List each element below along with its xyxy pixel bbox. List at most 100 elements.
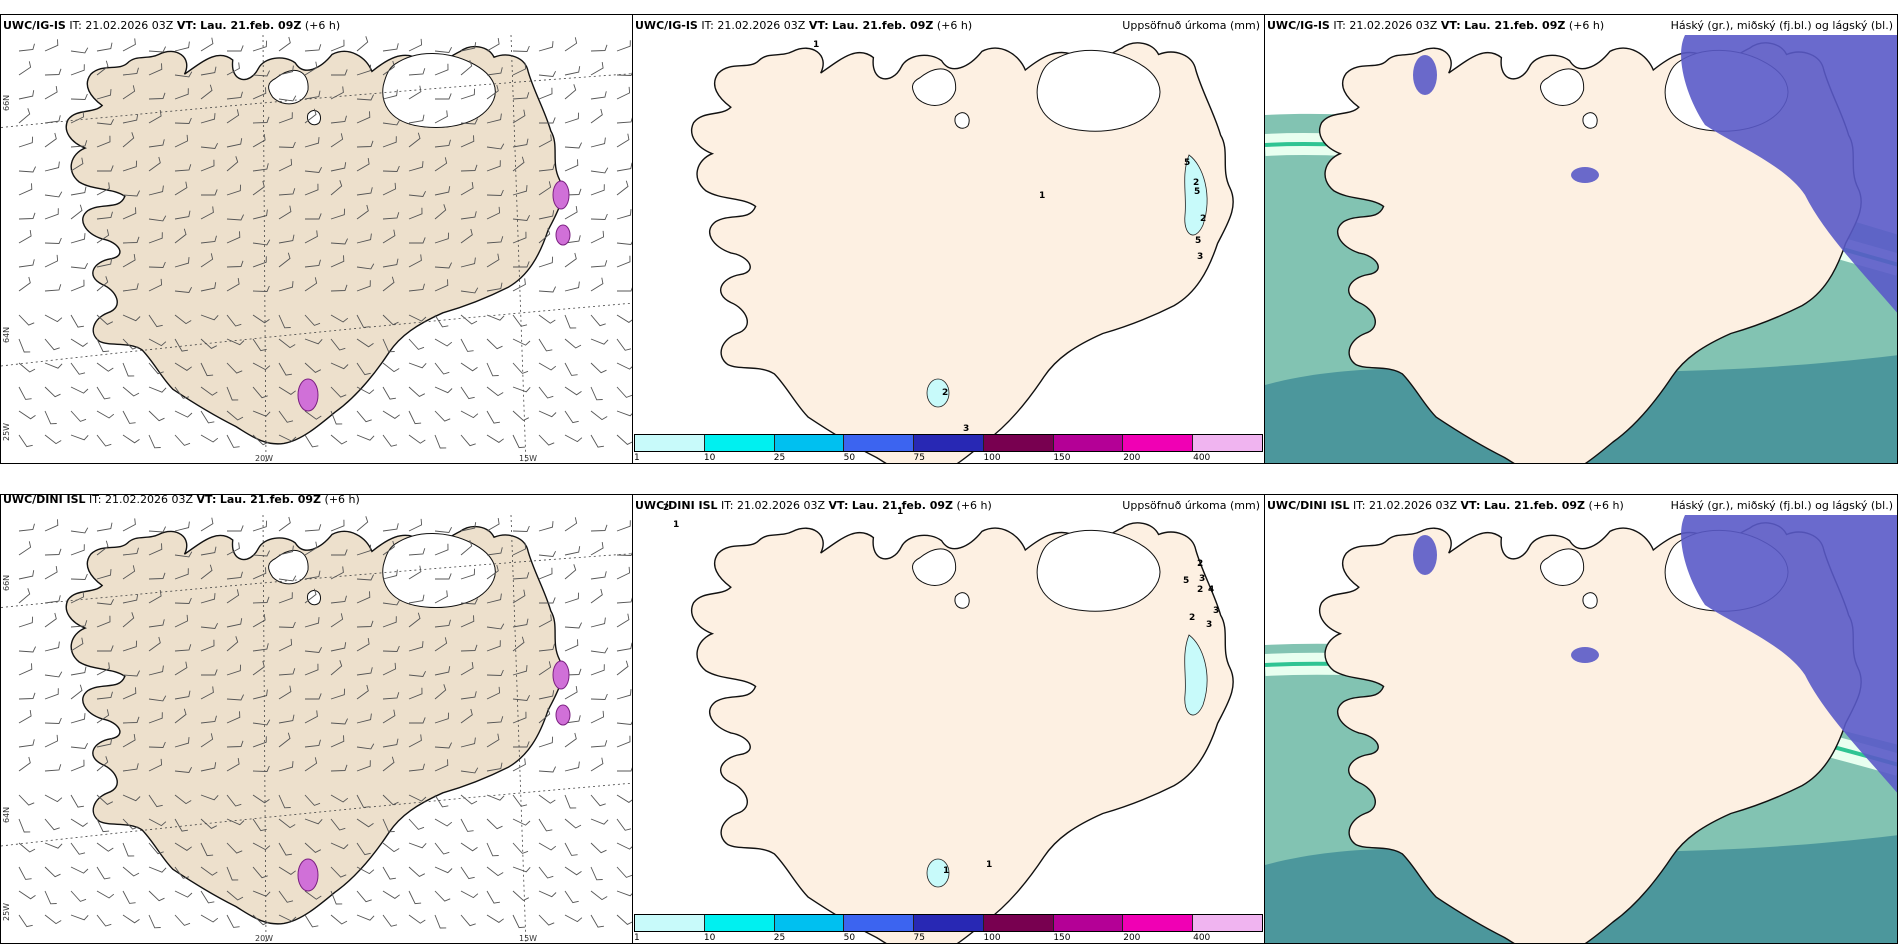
wind-barb <box>408 670 427 677</box>
wind-barb <box>434 410 451 422</box>
wind-barb <box>70 794 84 808</box>
wind-barb <box>330 86 344 100</box>
wind-barb <box>564 639 579 652</box>
precip-blob <box>555 224 571 246</box>
wind-barb <box>44 237 62 244</box>
precip-blob <box>1184 154 1208 236</box>
wind-barb <box>226 571 243 580</box>
wind-barb <box>538 181 552 196</box>
contour-label: 2 <box>1197 559 1203 569</box>
wind-barb <box>96 709 110 724</box>
wind-barb <box>330 434 348 445</box>
wind-barb <box>564 66 581 76</box>
wind-barb <box>538 614 552 628</box>
wind-barb <box>200 593 216 604</box>
legend-tick: 10 <box>703 933 716 943</box>
wind-barb <box>616 613 630 628</box>
wind-barb <box>70 842 86 855</box>
wind-barb <box>408 866 426 877</box>
wind-barb <box>252 567 267 580</box>
wind-barb <box>122 160 138 172</box>
wind-barb <box>304 739 321 748</box>
wind-barb <box>252 256 267 268</box>
precip-areas <box>297 180 571 412</box>
wind-barb <box>434 637 448 652</box>
panel-header: UWC/IG-IS IT: 21.02.2026 03Z VT: Lau. 21… <box>635 19 973 32</box>
wind-barb <box>564 668 582 676</box>
wind-barb <box>330 208 346 220</box>
wind-barb <box>331 69 348 76</box>
wind-barb <box>96 338 110 353</box>
contour-label: 2 <box>1200 214 1206 224</box>
wind-barb <box>408 794 427 802</box>
wind-barb <box>122 518 136 532</box>
wind-barb <box>486 282 503 292</box>
wind-barb <box>18 739 35 748</box>
wind-barb <box>44 68 62 76</box>
legend-tick: 200 <box>1123 933 1141 943</box>
wind-barb <box>226 711 241 724</box>
wind-barb <box>512 362 529 374</box>
wind-barb <box>512 636 525 652</box>
wind-barb <box>304 44 322 52</box>
wind-barb <box>434 890 451 902</box>
coastline <box>65 525 564 925</box>
latitude-line <box>1 782 632 847</box>
legend-swatch <box>774 915 845 931</box>
wind-barb <box>96 135 111 148</box>
contour-label: 3 <box>1206 620 1212 630</box>
high-cloud-blob <box>1571 167 1599 183</box>
wind-barb <box>616 338 632 351</box>
wind-barb <box>122 612 135 628</box>
glacier-vatnajokull <box>1036 529 1161 612</box>
wind-barb <box>512 572 530 580</box>
wind-barb <box>122 362 135 377</box>
wind-barb <box>512 138 529 148</box>
wind-barb <box>70 110 85 124</box>
legend-swatch <box>1123 915 1194 931</box>
wind-barb <box>434 139 451 148</box>
legend-swatch <box>704 435 775 451</box>
wind-barb <box>148 572 166 580</box>
wind-barb <box>382 842 400 853</box>
panel-header: UWC/DINI ISL IT: 21.02.2026 03Z VT: Lau.… <box>635 499 992 512</box>
wind-barb <box>122 547 139 556</box>
wind-barb <box>590 794 606 807</box>
wind-barb <box>382 276 395 292</box>
wind-barb <box>486 564 499 580</box>
wind-barb <box>252 866 268 879</box>
high-cloud-blob <box>1681 515 1897 793</box>
wind-barb <box>200 314 219 321</box>
longitude-line <box>510 34 527 463</box>
wind-barb <box>174 708 187 724</box>
wind-barb <box>226 314 242 327</box>
wind-barb <box>486 236 504 244</box>
wind-barb <box>564 235 581 244</box>
wind-barb <box>122 236 140 244</box>
wind-barb <box>44 338 60 351</box>
wind-barb <box>278 386 296 395</box>
wind-barb <box>538 163 555 172</box>
wind-barb <box>330 238 349 245</box>
wind-barb <box>486 410 500 424</box>
wind-barb <box>382 540 395 556</box>
wind-barb <box>304 166 323 173</box>
wind-barb <box>174 568 189 580</box>
wind-barb <box>96 258 113 268</box>
wind-barb <box>356 866 375 875</box>
wind-barb <box>538 228 551 244</box>
wind-barb <box>590 167 609 174</box>
wind-barb <box>96 615 111 628</box>
cloud-map-panel-top: UWC/IG-IS IT: 21.02.2026 03Z VT: Lau. 21… <box>1264 14 1898 464</box>
wind-barb <box>44 386 61 398</box>
wind-barb <box>44 115 61 124</box>
wind-barb <box>486 593 502 604</box>
wind-barb <box>70 410 87 422</box>
wind-barb <box>70 890 87 902</box>
wind-barb <box>486 206 501 220</box>
wind-barb <box>564 37 578 52</box>
wind-barb <box>252 818 267 832</box>
wind-barb <box>512 694 531 701</box>
wind-barb <box>408 612 421 628</box>
